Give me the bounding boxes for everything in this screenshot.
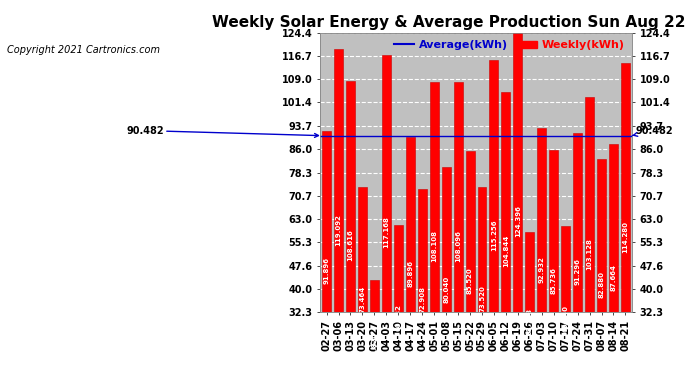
Bar <box>538 128 546 375</box>
Text: 92.932: 92.932 <box>539 256 545 283</box>
Bar <box>513 33 522 375</box>
Text: 60.932: 60.932 <box>395 304 402 332</box>
Text: 114.280: 114.280 <box>622 221 629 253</box>
Text: 108.616: 108.616 <box>348 230 353 261</box>
Bar <box>573 133 582 375</box>
Text: 108.096: 108.096 <box>455 230 461 262</box>
Text: 90.482: 90.482 <box>632 126 673 136</box>
Text: 91.296: 91.296 <box>575 258 580 285</box>
Bar <box>322 131 331 375</box>
Bar <box>609 144 618 375</box>
Bar <box>406 137 415 375</box>
Text: 115.256: 115.256 <box>491 220 497 251</box>
Text: 104.844: 104.844 <box>503 235 509 267</box>
Bar <box>489 60 498 375</box>
Bar <box>394 225 403 375</box>
Text: 58.708: 58.708 <box>526 308 533 335</box>
Text: 82.880: 82.880 <box>598 271 604 298</box>
Text: 119.092: 119.092 <box>335 214 342 246</box>
Text: 103.128: 103.128 <box>586 238 593 270</box>
Text: 90.482: 90.482 <box>126 126 319 137</box>
Bar <box>417 189 426 375</box>
Text: 85.736: 85.736 <box>551 267 557 294</box>
Bar <box>597 159 606 375</box>
Bar <box>453 82 462 375</box>
Text: 73.520: 73.520 <box>479 285 485 312</box>
Bar <box>621 63 630 375</box>
Text: 80.040: 80.040 <box>443 275 449 303</box>
Bar <box>561 226 570 375</box>
Text: 124.396: 124.396 <box>515 206 521 237</box>
Bar <box>549 150 558 375</box>
Bar <box>477 187 486 375</box>
Bar <box>585 97 594 375</box>
Bar <box>358 187 367 375</box>
Text: 73.464: 73.464 <box>359 285 366 312</box>
Text: 91.896: 91.896 <box>324 257 330 284</box>
Bar <box>346 81 355 375</box>
Text: 42.820: 42.820 <box>371 332 377 359</box>
Bar <box>334 49 343 375</box>
Bar <box>382 54 391 375</box>
Title: Weekly Solar Energy & Average Production Sun Aug 22 19:40: Weekly Solar Energy & Average Production… <box>213 15 690 30</box>
Bar <box>502 92 511 375</box>
Bar <box>466 151 475 375</box>
Text: 108.108: 108.108 <box>431 230 437 262</box>
Bar <box>370 280 379 375</box>
Text: 60.640: 60.640 <box>562 305 569 332</box>
Bar <box>525 232 534 375</box>
Legend: Average(kWh), Weekly(kWh): Average(kWh), Weekly(kWh) <box>392 38 627 53</box>
Text: 89.896: 89.896 <box>407 260 413 287</box>
Text: 87.664: 87.664 <box>611 264 616 291</box>
Text: 72.908: 72.908 <box>420 286 425 313</box>
Text: 117.168: 117.168 <box>384 217 389 249</box>
Text: 85.520: 85.520 <box>467 267 473 294</box>
Bar <box>430 82 439 375</box>
Bar <box>442 167 451 375</box>
Text: Copyright 2021 Cartronics.com: Copyright 2021 Cartronics.com <box>7 45 160 55</box>
